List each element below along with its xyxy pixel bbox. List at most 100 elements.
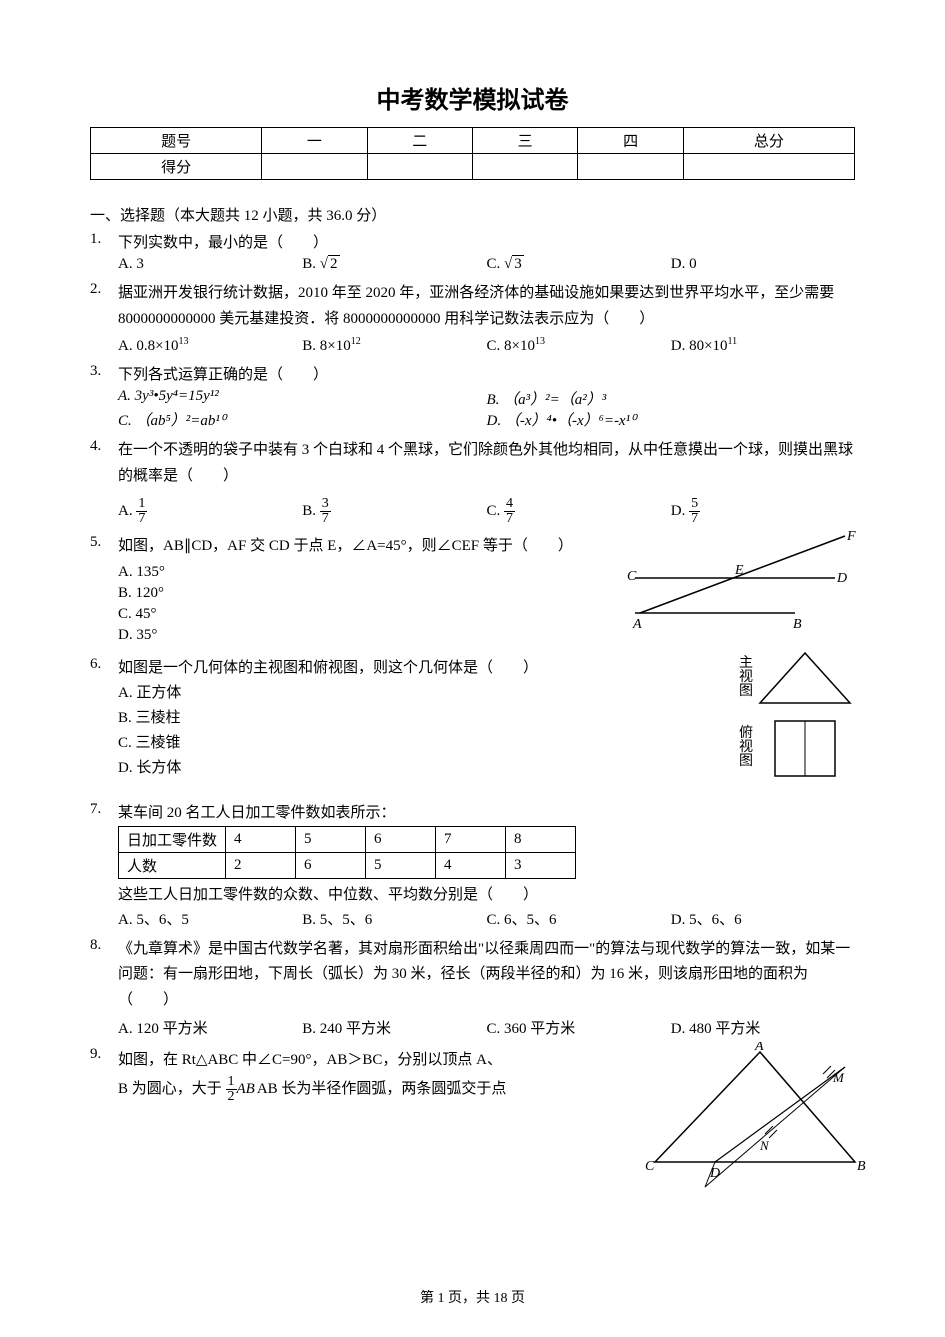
option-a: A. 3: [118, 256, 302, 273]
score-header: 三: [472, 128, 577, 154]
option-c: C. √3: [487, 256, 671, 273]
option-d: D. 0: [671, 256, 855, 273]
option-b: B. 8×1012: [302, 336, 486, 355]
label-c: C: [627, 569, 637, 584]
question-number: 7.: [90, 801, 118, 818]
option-d: D. 57: [671, 497, 855, 526]
score-cell: [683, 154, 854, 180]
q7-table: 日加工零件数 4 5 6 7 8 人数 2 6 5 4 3: [118, 826, 576, 879]
option-d: D. （-x）⁴•（-x）⁶=-x¹⁰: [487, 409, 856, 430]
question-7: 7. 某车间 20 名工人日加工零件数如表所示： 日加工零件数 4 5 6 7 …: [90, 801, 855, 935]
option-a: A. 0.8×1013: [118, 336, 302, 355]
question-number: 1.: [90, 231, 118, 248]
question-1: 1. 下列实数中，最小的是（ ） A. 3 B. √2 C. √3 D. 0: [90, 231, 855, 279]
option-b: B. √2: [302, 256, 486, 273]
option-d: D. 480 平方米: [671, 1017, 855, 1038]
score-cell: [578, 154, 683, 180]
question-text: 《九章算术》是中国古代数学名著，其对扇形面积给出"以径乘周四而一"的算法与现代数…: [118, 937, 855, 1014]
cell: 8: [506, 826, 576, 852]
cell: 6: [366, 826, 436, 852]
question-text-2: 这些工人日加工零件数的众数、中位数、平均数分别是（ ）: [118, 883, 855, 904]
score-header: 总分: [683, 128, 854, 154]
cell: 5: [366, 852, 436, 878]
score-header: 一: [262, 128, 367, 154]
label-a: A: [754, 1042, 764, 1054]
sqrt-icon: √: [504, 256, 512, 272]
label-b: B: [857, 1159, 866, 1174]
label-d: D: [836, 571, 847, 586]
option-a: A. 120 平方米: [118, 1017, 302, 1038]
page-footer: 第 1 页，共 18 页: [0, 1287, 945, 1307]
q6-figure: 主视图 俯视图: [739, 648, 855, 781]
label-a: A: [632, 617, 642, 632]
label-d: D: [709, 1166, 720, 1181]
score-cell: [262, 154, 367, 180]
score-header: 二: [367, 128, 472, 154]
option-d: D. 5、6、6: [671, 908, 855, 929]
cell: 4: [436, 852, 506, 878]
question-5: 5. 如图，AB∥CD，AF 交 CD 于点 E，∠A=45°，则∠CEF 等于…: [90, 534, 855, 644]
label-e: E: [734, 563, 744, 578]
option-a: A. 5、6、5: [118, 908, 302, 929]
table-row: 日加工零件数 4 5 6 7 8: [119, 826, 576, 852]
label-m: M: [832, 1070, 845, 1085]
sqrt-icon: √: [320, 256, 328, 272]
cell: 3: [506, 852, 576, 878]
radicand: 3: [512, 255, 524, 272]
option-b: B. 240 平方米: [302, 1017, 486, 1038]
label-b: B: [793, 617, 802, 632]
radicand: 2: [328, 255, 340, 272]
page-title: 中考数学模拟试卷: [90, 80, 855, 115]
option-prefix: B.: [302, 256, 320, 272]
option-c: C. （ab⁵）²=ab¹⁰: [118, 409, 487, 430]
q9-figure: M N A C D B: [645, 1042, 875, 1192]
option-b: B. 5、5、6: [302, 908, 486, 929]
question-number: 2.: [90, 281, 118, 298]
label-c: C: [645, 1159, 655, 1174]
section-heading: 一、选择题（本大题共 12 小题，共 36.0 分）: [90, 204, 855, 225]
triangle-icon: [755, 648, 855, 708]
cell: 7: [436, 826, 506, 852]
question-text: 某车间 20 名工人日加工零件数如表所示：: [118, 801, 855, 822]
table-row: 题号 一 二 三 四 总分: [91, 128, 855, 154]
label-n: N: [759, 1138, 770, 1153]
question-text: 在一个不透明的袋子中装有 3 个白球和 4 个黑球，它们除颜色外其他均相同，从中…: [118, 438, 855, 489]
question-number: 9.: [90, 1046, 118, 1063]
option-c: C. 360 平方米: [487, 1017, 671, 1038]
question-text: 据亚洲开发银行统计数据，2010 年至 2020 年，亚洲各经济体的基础设施如果…: [118, 281, 855, 332]
table-row: 得分: [91, 154, 855, 180]
label-f: F: [846, 529, 856, 544]
score-table: 题号 一 二 三 四 总分 得分: [90, 127, 855, 180]
question-4: 4. 在一个不透明的袋子中装有 3 个白球和 4 个黑球，它们除颜色外其他均相同…: [90, 438, 855, 532]
option-prefix: C.: [487, 256, 505, 272]
question-number: 5.: [90, 534, 118, 551]
score-header: 题号: [91, 128, 262, 154]
cell: 6: [296, 852, 366, 878]
question-9: 9. 如图，在 Rt△ABC 中∠C=90°，AB＞BC，分别以顶点 A、 B …: [90, 1046, 855, 1104]
option-b: B. 37: [302, 497, 486, 526]
question-text: 下列各式运算正确的是（ ）: [118, 363, 855, 384]
score-row-label: 得分: [91, 154, 262, 180]
question-number: 6.: [90, 656, 118, 673]
cell: 4: [226, 826, 296, 852]
cell-label: 人数: [119, 852, 226, 878]
option-c: C. 47: [487, 497, 671, 526]
option-d: D. 80×1011: [671, 336, 855, 355]
question-6: 6. 如图是一个几何体的主视图和俯视图，则这个几何体是（ ） A. 正方体 B.…: [90, 656, 855, 777]
question-text: 下列实数中，最小的是（ ）: [118, 231, 855, 252]
option-a: A. 3y³•5y⁴=15y¹²: [118, 388, 487, 409]
option-c: C. 6、5、6: [487, 908, 671, 929]
score-cell: [472, 154, 577, 180]
cell: 5: [296, 826, 366, 852]
cell: 2: [226, 852, 296, 878]
rectangle-icon: [755, 716, 855, 781]
question-2: 2. 据亚洲开发银行统计数据，2010 年至 2020 年，亚洲各经济体的基础设…: [90, 281, 855, 361]
main-view-label: 主视图: [739, 657, 755, 699]
score-cell: [367, 154, 472, 180]
question-3: 3. 下列各式运算正确的是（ ） A. 3y³•5y⁴=15y¹² B. （a³…: [90, 363, 855, 436]
q5-figure: A B C D E F: [615, 528, 875, 638]
top-view-label: 俯视图: [739, 727, 755, 769]
question-number: 3.: [90, 363, 118, 380]
option-b: B. （a³）²=（a²）³: [487, 388, 856, 409]
option-a: A. 17: [118, 497, 302, 526]
